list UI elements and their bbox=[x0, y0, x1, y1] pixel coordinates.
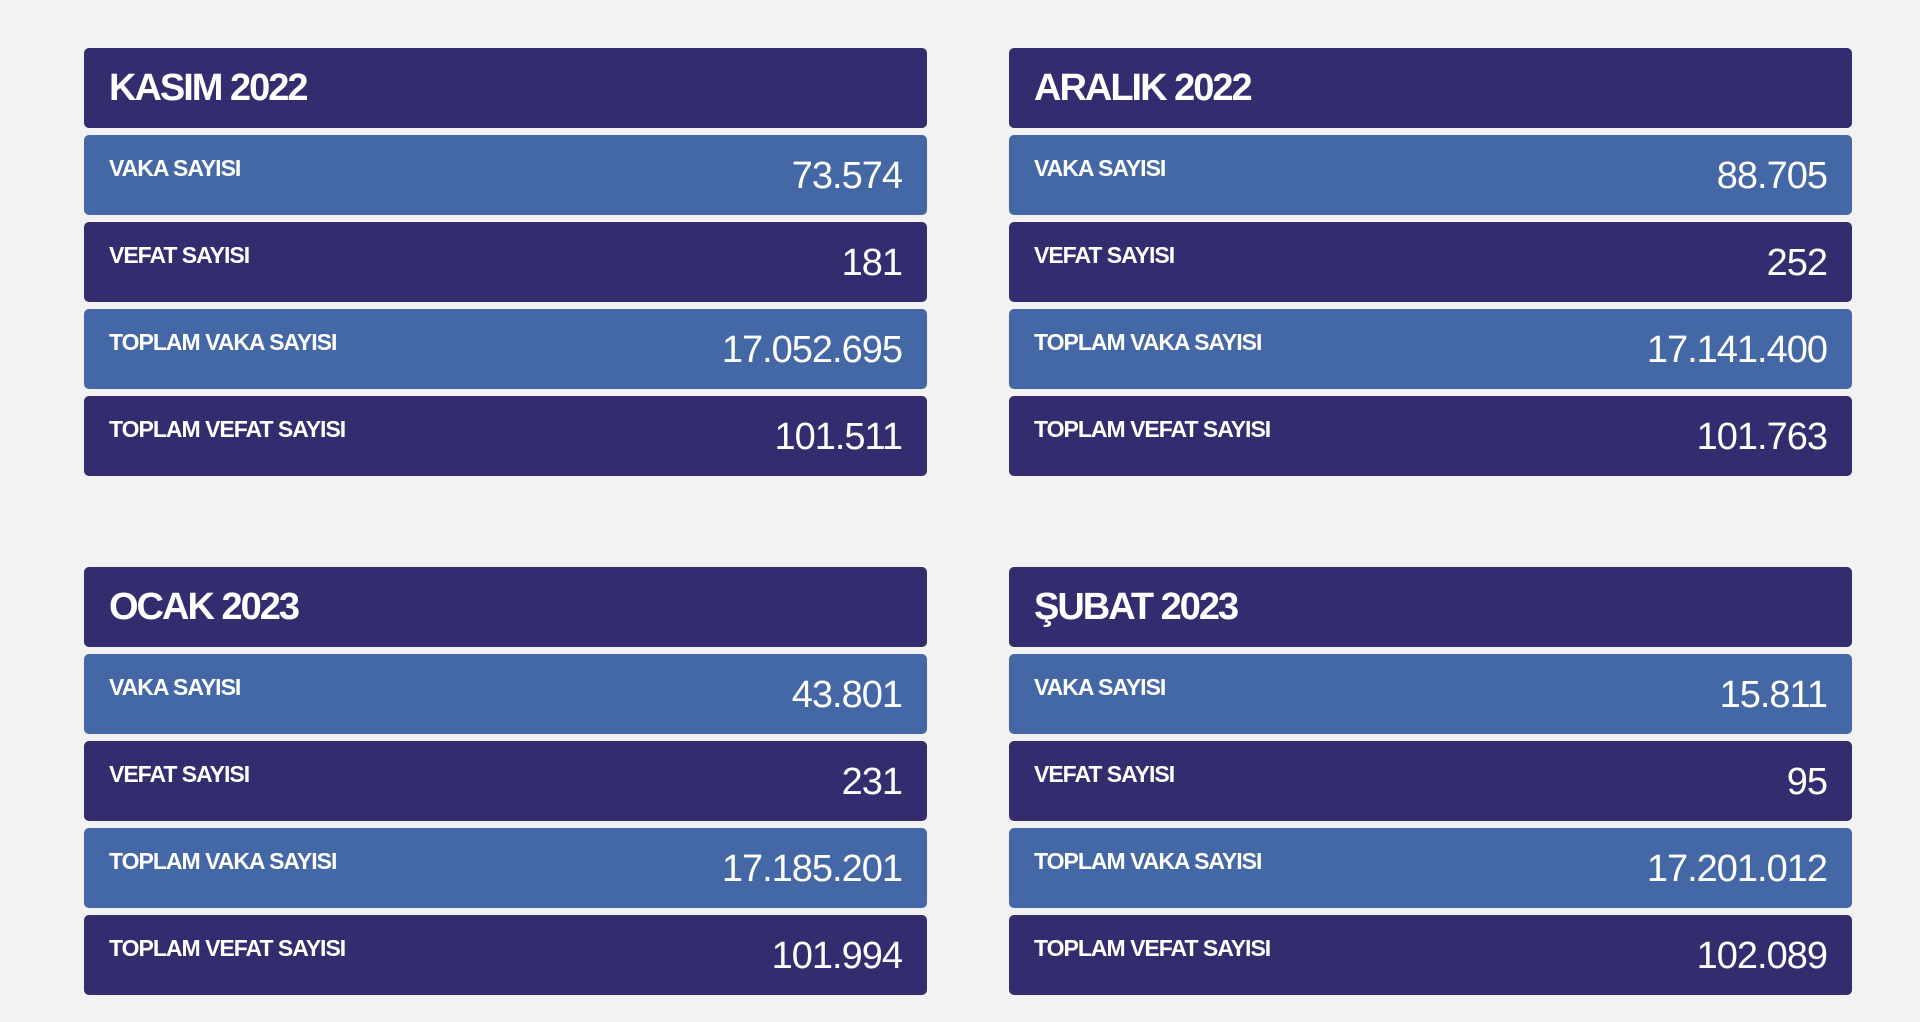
stat-label: VEFAT SAYISI bbox=[109, 761, 250, 787]
stat-label: VEFAT SAYISI bbox=[1034, 761, 1175, 787]
stat-row: TOPLAM VEFAT SAYISI 101.511 bbox=[84, 396, 927, 476]
stat-row: TOPLAM VAKA SAYISI 17.185.201 bbox=[84, 828, 927, 908]
stat-row: VAKA SAYISI 15.811 bbox=[1009, 654, 1852, 734]
stat-row: TOPLAM VAKA SAYISI 17.141.400 bbox=[1009, 309, 1852, 389]
stat-label: TOPLAM VEFAT SAYISI bbox=[109, 935, 346, 961]
stat-label: VAKA SAYISI bbox=[1034, 155, 1166, 181]
stat-value: 101.511 bbox=[774, 416, 903, 458]
stat-label: TOPLAM VAKA SAYISI bbox=[109, 329, 337, 355]
month-card: KASIM 2022 VAKA SAYISI 73.574 VEFAT SAYISI 1… bbox=[84, 48, 927, 476]
stat-row: TOPLAM VEFAT SAYISI 101.994 bbox=[84, 915, 927, 995]
stat-label: VAKA SAYISI bbox=[109, 155, 241, 181]
stat-row: VAKA SAYISI 43.801 bbox=[84, 654, 927, 734]
stat-row: TOPLAM VAKA SAYISI 17.201.012 bbox=[1009, 828, 1852, 908]
stat-row: TOPLAM VAKA SAYISI 17.052.695 bbox=[84, 309, 927, 389]
stat-value: 17.141.400 bbox=[1646, 329, 1828, 371]
stat-value: 101.994 bbox=[771, 935, 903, 977]
stat-row: VAKA SAYISI 73.574 bbox=[84, 135, 927, 215]
stat-label: TOPLAM VAKA SAYISI bbox=[109, 848, 337, 874]
stat-value: 181 bbox=[841, 242, 903, 284]
stat-value: 102.089 bbox=[1696, 935, 1828, 977]
month-card: OCAK 2023 VAKA SAYISI 43.801 VEFAT SAYISI 23… bbox=[84, 567, 927, 995]
stat-value: 17.201.012 bbox=[1646, 848, 1828, 890]
stat-row: VEFAT SAYISI 95 bbox=[1009, 741, 1852, 821]
stat-label: VEFAT SAYISI bbox=[109, 242, 250, 268]
stat-label: TOPLAM VEFAT SAYISI bbox=[1034, 416, 1271, 442]
stat-value: 17.185.201 bbox=[721, 848, 903, 890]
stat-label: VAKA SAYISI bbox=[1034, 674, 1166, 700]
month-title: KASIM 2022 bbox=[84, 48, 927, 128]
month-card: ARALIK 2022 VAKA SAYISI 88.705 VEFAT SAYISI… bbox=[1009, 48, 1852, 476]
stat-label: VEFAT SAYISI bbox=[1034, 242, 1175, 268]
stat-label: TOPLAM VAKA SAYISI bbox=[1034, 329, 1262, 355]
stat-value: 101.763 bbox=[1696, 416, 1828, 458]
month-title: OCAK 2023 bbox=[84, 567, 927, 647]
stat-value: 15.811 bbox=[1719, 674, 1828, 716]
stat-label: TOPLAM VAKA SAYISI bbox=[1034, 848, 1262, 874]
stat-row: TOPLAM VEFAT SAYISI 102.089 bbox=[1009, 915, 1852, 995]
stat-label: TOPLAM VEFAT SAYISI bbox=[109, 416, 346, 442]
stat-row: VEFAT SAYISI 252 bbox=[1009, 222, 1852, 302]
stat-row: VEFAT SAYISI 231 bbox=[84, 741, 927, 821]
stat-value: 95 bbox=[1786, 761, 1828, 803]
stat-value: 231 bbox=[841, 761, 903, 803]
stat-value: 43.801 bbox=[791, 674, 903, 716]
stat-value: 252 bbox=[1766, 242, 1828, 284]
stat-row: TOPLAM VEFAT SAYISI 101.763 bbox=[1009, 396, 1852, 476]
stat-value: 73.574 bbox=[791, 155, 903, 197]
stat-value: 88.705 bbox=[1716, 155, 1828, 197]
stat-label: TOPLAM VEFAT SAYISI bbox=[1034, 935, 1271, 961]
month-title: ŞUBAT 2023 bbox=[1009, 567, 1852, 647]
stat-row: VAKA SAYISI 88.705 bbox=[1009, 135, 1852, 215]
stat-row: VEFAT SAYISI 181 bbox=[84, 222, 927, 302]
month-card: ŞUBAT 2023 VAKA SAYISI 15.811 VEFAT SAYISI 9… bbox=[1009, 567, 1852, 995]
month-title: ARALIK 2022 bbox=[1009, 48, 1852, 128]
stat-value: 17.052.695 bbox=[721, 329, 903, 371]
stat-label: VAKA SAYISI bbox=[109, 674, 241, 700]
